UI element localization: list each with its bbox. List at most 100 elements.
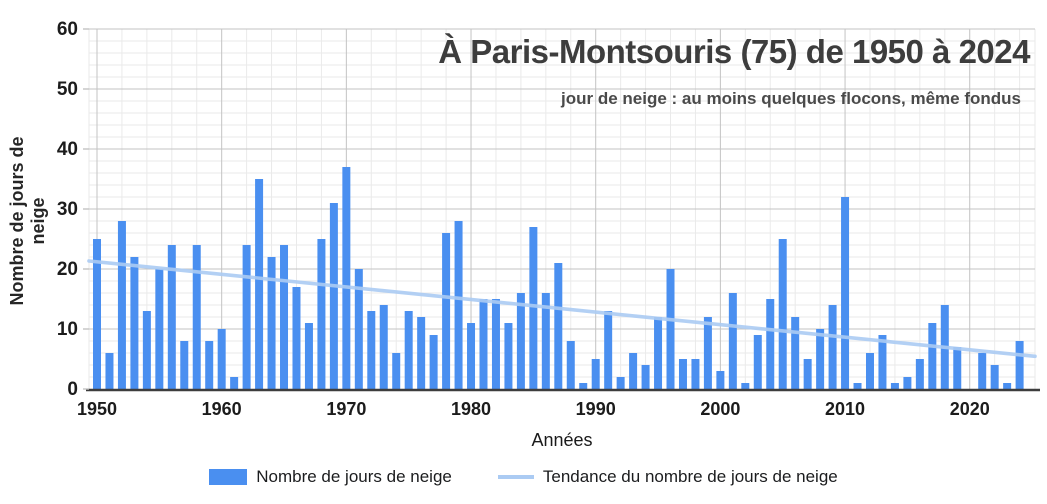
bar [741,383,750,389]
bar [105,353,114,389]
bar [93,239,101,389]
bar-series-swatch [209,469,248,485]
bar [317,239,326,389]
y-tick-label: 20 [57,259,78,280]
bar [491,299,500,389]
bar [379,305,388,389]
x-tick-label: 2010 [825,399,865,419]
x-tick-label: 1990 [576,399,616,419]
bar [816,329,825,389]
bar [1015,341,1024,389]
bar [230,377,239,389]
bar [392,353,401,389]
bar [928,323,937,389]
bar [1003,383,1012,389]
bar [629,353,638,389]
bar [616,377,625,389]
x-tick-label: 1950 [77,399,117,419]
x-tick-label: 2000 [700,399,740,419]
bar [591,359,600,389]
bar [641,365,650,389]
plot-area: 0 10 20 30 40 50 60 1950 1960 1970 1980 1990 2000 20… [57,19,1040,419]
y-tick-label: 40 [57,139,78,160]
bar [454,221,463,389]
x-tick-label: 1970 [326,399,366,419]
chart-title: À Paris-Montsouris (75) de 1950 à 2024 [438,33,1030,70]
bar [529,227,538,389]
bar [978,353,987,389]
bar [778,239,787,389]
bar [828,305,837,389]
bar [703,317,712,389]
bar [953,347,962,389]
bar [479,299,488,389]
y-axis-title: Nombre de jours de neige [7,136,48,306]
bar [604,311,613,389]
bar [205,341,214,389]
bar [753,335,762,389]
x-tick-label: 2020 [950,399,990,419]
y-tick-label: 50 [57,79,78,100]
bar [865,353,874,389]
bar [280,245,289,389]
bar [142,311,151,389]
bar [167,245,176,389]
bar [878,335,887,389]
bars-group [93,167,1024,389]
bar [242,245,251,389]
bar [691,359,700,389]
bar [579,383,588,389]
y-tick-label: 60 [57,19,78,40]
bar [467,323,476,389]
bar [192,245,201,389]
bar [716,371,725,389]
bar [766,299,775,389]
x-axis-title: Années [531,430,593,450]
bar [217,329,226,389]
legend-item-trend: Tendance du nombre de jours de neige [497,467,838,487]
bar [841,197,850,389]
bar [442,233,451,389]
legend-item-bars: Nombre de jours de neige [209,467,452,487]
bar [554,263,563,389]
bar [292,287,301,389]
bar [180,341,189,389]
bar [566,341,575,389]
trend-line-segment [87,259,1037,359]
bar [367,311,376,389]
bar [342,167,351,389]
bar [853,383,862,389]
bar [329,203,338,389]
bar [255,179,264,389]
bar [666,269,675,389]
bar [155,269,164,389]
bar-series-label: Nombre de jours de neige [256,467,452,486]
bar [903,377,912,389]
bar [504,323,513,389]
trend-line [87,259,1037,359]
chart-subtitle: jour de neige : au moins quelques flocon… [560,89,1021,108]
bar [890,383,899,389]
bar [404,311,413,389]
bar [791,317,800,389]
x-tick-labels: 1950 1960 1970 1980 1990 2000 2010 2020 [77,399,990,419]
bar [728,293,737,389]
bar [654,317,663,389]
legend: Nombre de jours de neige Tendance du nom… [0,467,1047,487]
bar [354,269,363,389]
x-tick-label: 1960 [202,399,242,419]
bar [516,293,525,389]
bar [915,359,924,389]
bar [417,317,426,389]
bar [267,257,276,389]
y-tick-label: 30 [57,199,78,220]
y-tick-label: 10 [57,319,78,340]
bar [990,365,999,389]
trend-series-label: Tendance du nombre de jours de neige [542,467,838,486]
trend-series-swatch [497,475,534,479]
x-tick-label: 1980 [451,399,491,419]
bar [541,293,550,389]
bar [803,359,812,389]
y-tick-labels: 0 10 20 30 40 50 60 [57,19,89,400]
